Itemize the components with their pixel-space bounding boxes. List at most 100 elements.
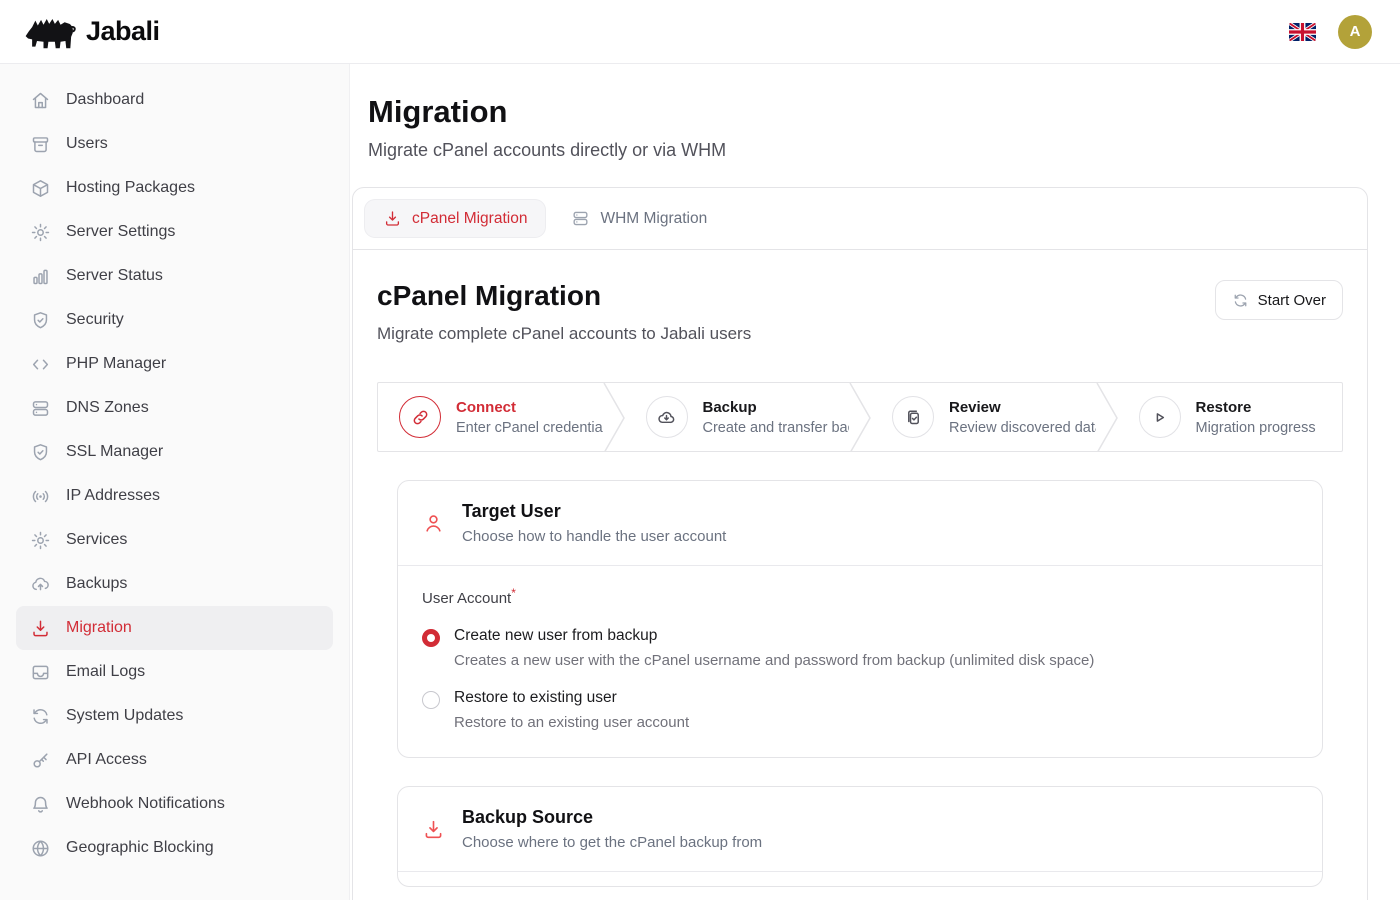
sidebar-item-ip-addresses[interactable]: IP Addresses [16, 474, 333, 518]
step-restore: Restore Migration progress [1118, 383, 1343, 451]
radio-unselected-control[interactable] [422, 691, 440, 709]
step-subtitle: Create and transfer backup [702, 419, 850, 436]
step-title: Backup [702, 398, 757, 416]
tab-whm-migration[interactable]: WHM Migration [553, 200, 725, 237]
sidebar-item-label: Hosting Packages [66, 179, 195, 196]
sidebar-item-label: Users [66, 135, 108, 152]
radio-option-label: Restore to existing user [454, 689, 617, 706]
page-subtitle: Migrate cPanel accounts directly or via … [368, 140, 727, 160]
download-icon [383, 209, 402, 228]
sidebar-item-ssl-manager[interactable]: SSL Manager [16, 430, 333, 474]
sidebar-item-server-status[interactable]: Server Status [16, 254, 333, 298]
migration-card: cPanel Migration WHM Migration cPanel Mig… [352, 187, 1368, 900]
server-icon [571, 209, 590, 228]
step-separator [1095, 383, 1118, 451]
brand-logo[interactable]: Jabali [24, 13, 160, 51]
broadcast-icon [30, 486, 51, 507]
step-backup: Backup Create and transfer backup [625, 383, 850, 451]
main-content: Migration Migrate cPanel accounts direct… [350, 64, 1400, 900]
boar-icon [25, 18, 76, 48]
sidebar-item-dashboard[interactable]: Dashboard [16, 78, 333, 122]
home-icon [30, 90, 51, 111]
sidebar-item-label: Server Status [66, 267, 163, 284]
key-icon [30, 750, 51, 771]
sidebar-item-security[interactable]: Security [16, 298, 333, 342]
sidebar-item-webhook-notifications[interactable]: Webhook Notifications [16, 782, 333, 826]
start-over-label: Start Over [1257, 291, 1326, 309]
backup-source-section: Backup Source Choose where to get the cP… [397, 786, 1323, 887]
sidebar-item-services[interactable]: Services [16, 518, 333, 562]
step-separator [849, 383, 871, 451]
radio-selected-control[interactable] [422, 629, 440, 647]
step-connect: Connect Enter cPanel credentials [378, 383, 603, 451]
sidebar-item-label: Email Logs [66, 663, 146, 680]
user-avatar[interactable]: A [1338, 14, 1372, 49]
chart-icon [30, 266, 51, 287]
inbox-icon [30, 662, 51, 683]
target-user-section: Target User Choose how to handle the use… [397, 480, 1323, 758]
sidebar-item-label: Webhook Notifications [66, 795, 225, 812]
refresh-icon [1232, 292, 1249, 309]
sidebar-item-email-logs[interactable]: Email Logs [16, 650, 333, 694]
step-title: Review [949, 398, 1001, 416]
radio-option-create-new-user-from-backup[interactable]: Create new user from backup Creates a new… [422, 627, 1298, 669]
migration-stepper: Connect Enter cPanel credentials Backup Cre… [377, 382, 1343, 452]
sidebar-item-label: Migration [66, 619, 132, 636]
sidebar-item-migration[interactable]: Migration [16, 606, 333, 650]
sidebar-item-label: API Access [66, 751, 147, 768]
step-review: Review Review discovered data [871, 383, 1096, 451]
step-subtitle: Review discovered data [949, 419, 1096, 436]
sidebar-item-label: Server Settings [66, 223, 176, 240]
uk-flag-icon[interactable] [1289, 22, 1316, 41]
cloud-down-icon [656, 407, 677, 428]
refresh-icon [30, 706, 51, 727]
brand-name: Jabali [86, 16, 160, 46]
start-over-button[interactable]: Start Over [1214, 280, 1343, 320]
sidebar-item-api-access[interactable]: API Access [16, 738, 333, 782]
link-icon [410, 407, 431, 428]
step-restore-circle [1138, 396, 1181, 438]
cloud-up-icon [30, 574, 51, 595]
migration-tabs: cPanel Migration WHM Migration [353, 188, 1367, 250]
sidebar-item-label: DNS Zones [66, 399, 149, 416]
step-subtitle: Migration progress [1195, 419, 1316, 436]
target-user-subtitle: Choose how to handle the user account [462, 528, 727, 545]
sidebar-item-label: System Updates [66, 707, 184, 724]
sidebar-item-label: IP Addresses [66, 487, 160, 504]
user-icon [422, 512, 445, 535]
step-subtitle: Enter cPanel credentials [456, 419, 603, 436]
page-title: Migration [368, 94, 508, 129]
radio-option-label: Create new user from backup [454, 627, 658, 644]
tab-label: cPanel Migration [412, 209, 528, 227]
gear-icon [30, 222, 51, 243]
globe-icon [30, 838, 51, 859]
sidebar-item-label: Security [66, 311, 124, 328]
sidebar-item-users[interactable]: Users [16, 122, 333, 166]
sidebar-item-system-updates[interactable]: System Updates [16, 694, 333, 738]
download-icon [422, 818, 445, 841]
user-account-radio-group: Create new user from backup Creates a new… [422, 627, 1298, 731]
step-separator [602, 383, 625, 451]
step-review-circle [892, 396, 934, 438]
sidebar-item-dns-zones[interactable]: DNS Zones [16, 386, 333, 430]
top-bar: Jabali A [0, 0, 1400, 64]
sidebar-item-server-settings[interactable]: Server Settings [16, 210, 333, 254]
bell-icon [30, 794, 51, 815]
backup-source-subtitle: Choose where to get the cPanel backup fr… [462, 834, 763, 851]
backup-source-title: Backup Source [462, 807, 594, 827]
user-account-label: User Account* [422, 586, 516, 607]
sidebar-item-php-manager[interactable]: PHP Manager [16, 342, 333, 386]
tab-label: WHM Migration [600, 209, 708, 227]
radio-option-restore-to-existing-user[interactable]: Restore to existing user Restore to an ex… [422, 689, 1298, 731]
sidebar-item-label: Services [66, 531, 128, 548]
panel-title: cPanel Migration [377, 280, 602, 311]
sidebar-item-hosting-packages[interactable]: Hosting Packages [16, 166, 333, 210]
radio-option-description: Creates a new user with the cPanel usern… [454, 652, 1095, 669]
sidebar-item-backups[interactable]: Backups [16, 562, 333, 606]
step-title: Restore [1195, 398, 1252, 416]
tab-cpanel-migration[interactable]: cPanel Migration [365, 200, 546, 237]
target-user-title: Target User [462, 501, 561, 521]
sidebar-item-label: PHP Manager [66, 355, 167, 372]
sidebar-item-geographic-blocking[interactable]: Geographic Blocking [16, 826, 333, 870]
sidebar-item-label: SSL Manager [66, 443, 164, 460]
